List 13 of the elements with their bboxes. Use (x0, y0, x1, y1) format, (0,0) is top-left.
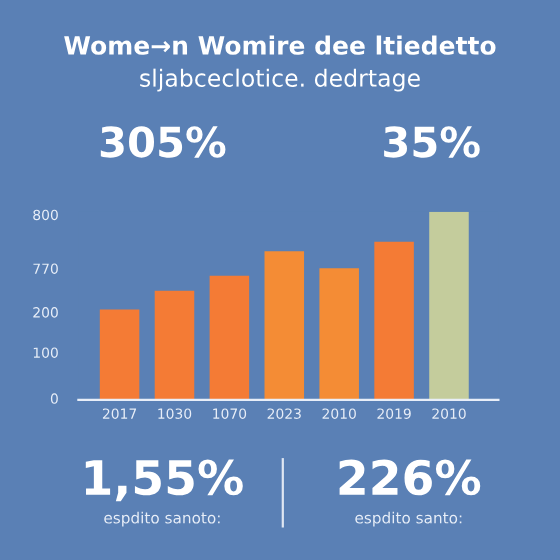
bar (374, 241, 414, 400)
bar (429, 211, 469, 400)
bar (264, 251, 305, 400)
bar (319, 268, 359, 400)
text: 305% (100, 126, 226, 158)
bar (209, 275, 250, 400)
bar (99, 309, 140, 400)
text: 1,55% (85, 459, 243, 502)
bar (154, 290, 195, 400)
chart-subtitle: sljabceclotice. dedrtage (140, 68, 420, 92)
chart-title: Wome→n Womire dee ltiedetto (64, 35, 496, 55)
text: 226% (339, 459, 481, 496)
text: 35% (384, 126, 480, 158)
